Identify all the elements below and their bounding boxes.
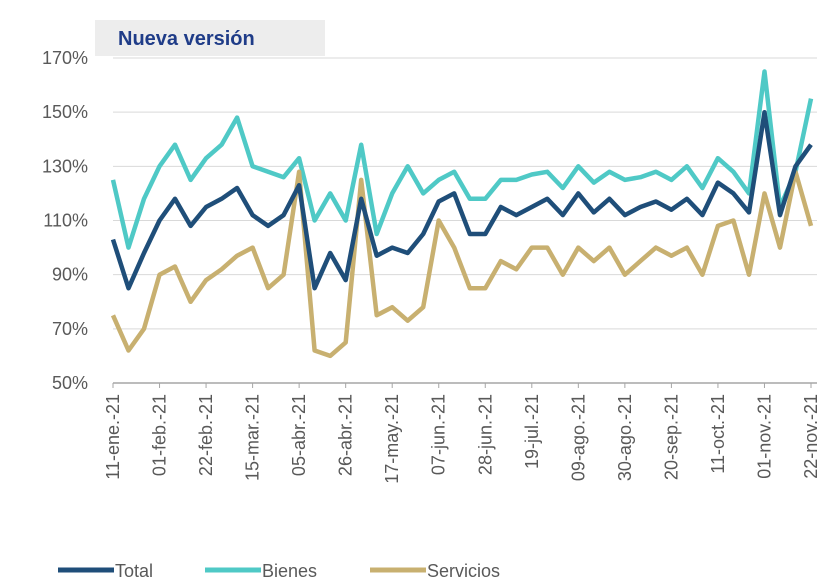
- series-line: [110, 69, 814, 250]
- x-tick-label: 11-ene.-21: [103, 394, 123, 480]
- y-tick-label: 110%: [43, 211, 88, 231]
- chart-title: Nueva versión: [118, 28, 255, 50]
- x-tick-label: 09-ago.-21: [568, 394, 588, 481]
- y-tick-label: 130%: [42, 156, 88, 176]
- x-tick-label: 22-nov.-21: [801, 394, 821, 479]
- x-tick-label: 26-abr.-21: [336, 394, 356, 476]
- x-tick-label: 15-mar.-21: [243, 394, 263, 481]
- title-box: [95, 20, 325, 56]
- series-line: [110, 169, 814, 359]
- x-tick-label: 05-abr.-21: [289, 394, 309, 476]
- x-tick-label: 07-jun.-21: [429, 394, 449, 475]
- legend-label: Total: [115, 561, 153, 581]
- legend-label: Bienes: [262, 561, 317, 581]
- y-tick-label: 90%: [52, 265, 88, 285]
- x-tick-label: 17-may.-21: [382, 394, 402, 484]
- series-line: [110, 109, 813, 291]
- x-tick-label: 28-jun.-21: [475, 394, 495, 475]
- x-tick-label: 11-oct.-21: [708, 394, 728, 474]
- x-tick-label: 01-nov.-21: [754, 394, 774, 479]
- x-tick-label: 22-feb.-21: [196, 394, 216, 476]
- y-tick-label: 70%: [52, 319, 88, 339]
- y-tick-label: 170%: [42, 48, 88, 68]
- x-tick-label: 19-jul.-21: [522, 394, 542, 469]
- x-tick-label: 20-sep.-21: [661, 394, 681, 480]
- x-tick-label: 01-feb.-21: [150, 394, 170, 476]
- y-tick-label: 50%: [52, 373, 88, 393]
- legend-label: Servicios: [427, 561, 500, 581]
- x-tick-label: 30-ago.-21: [615, 394, 635, 481]
- y-tick-label: 150%: [42, 102, 88, 122]
